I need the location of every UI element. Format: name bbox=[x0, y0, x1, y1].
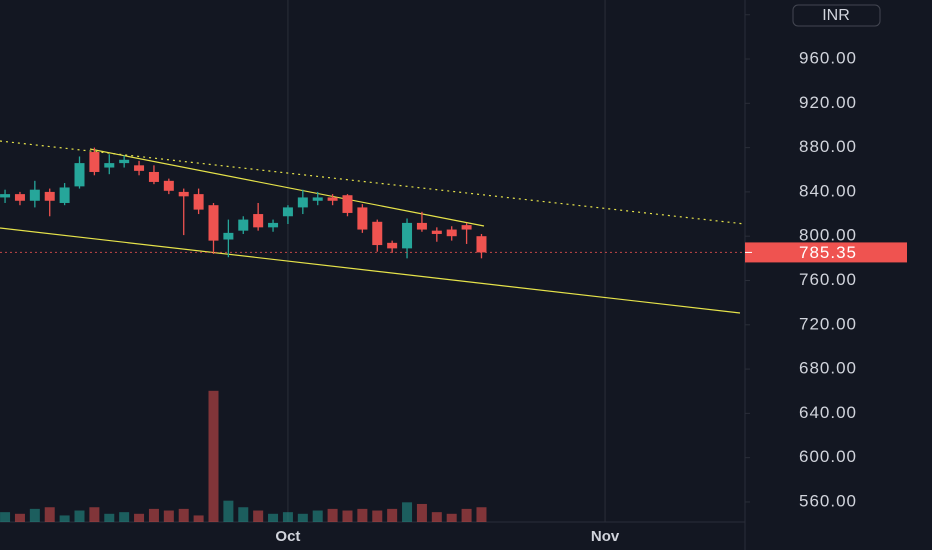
candle-body bbox=[208, 205, 219, 241]
y-tick-label: 560.00 bbox=[799, 491, 857, 510]
candle-body bbox=[327, 197, 338, 201]
candle-body bbox=[402, 222, 413, 249]
candle-body bbox=[104, 163, 115, 168]
y-tick-label: 840.00 bbox=[799, 181, 857, 200]
candle-body bbox=[253, 214, 264, 228]
candle-body bbox=[89, 152, 100, 172]
candle-body bbox=[0, 194, 11, 198]
y-tick-label: 640.00 bbox=[799, 403, 857, 422]
volume-bar bbox=[253, 510, 264, 522]
last-price-label: 785.35 bbox=[799, 243, 857, 262]
volume-bar bbox=[59, 515, 70, 522]
x-tick-label: Nov bbox=[591, 528, 620, 545]
volume-bar bbox=[44, 507, 55, 522]
candle-body bbox=[193, 194, 204, 210]
candle-body bbox=[461, 225, 472, 230]
candle-body bbox=[44, 191, 55, 201]
candle-body bbox=[163, 180, 174, 191]
volume-bar bbox=[223, 500, 234, 522]
candle-body bbox=[431, 230, 442, 234]
volume-pane bbox=[0, 390, 487, 522]
x-tick-label: Oct bbox=[275, 528, 300, 545]
volume-bar bbox=[327, 508, 338, 522]
volume-bar bbox=[446, 513, 457, 522]
volume-bar bbox=[387, 508, 398, 522]
candle-body bbox=[178, 191, 189, 197]
volume-bar bbox=[268, 513, 279, 522]
volume-bar bbox=[372, 510, 383, 522]
candle-body bbox=[357, 207, 368, 230]
volume-bar bbox=[357, 508, 368, 522]
volume-bar bbox=[104, 513, 115, 522]
y-tick-label: 880.00 bbox=[799, 137, 857, 156]
volume-bar bbox=[0, 512, 11, 522]
candle-body bbox=[238, 219, 249, 231]
candle-body bbox=[297, 197, 308, 208]
volume-bar bbox=[238, 507, 249, 522]
candle-body bbox=[223, 232, 234, 240]
candle-body bbox=[59, 187, 70, 203]
candle-body bbox=[29, 189, 40, 201]
volume-bar bbox=[89, 507, 100, 522]
candle-body bbox=[14, 194, 25, 201]
trend-line-dotted bbox=[0, 140, 746, 225]
candle-body bbox=[282, 207, 293, 217]
y-tick-label: 760.00 bbox=[799, 270, 857, 289]
volume-bar bbox=[119, 512, 130, 522]
volume-bar bbox=[282, 512, 293, 522]
volume-bar bbox=[416, 503, 427, 522]
last-price-box bbox=[745, 242, 907, 263]
candle-body bbox=[372, 221, 383, 246]
candle-body bbox=[476, 236, 487, 253]
volume-bar bbox=[402, 502, 413, 522]
candle-body bbox=[268, 222, 279, 228]
candle-body bbox=[134, 165, 145, 171]
currency-label: INR bbox=[822, 7, 850, 24]
volume-bar bbox=[193, 515, 204, 522]
volume-bar bbox=[14, 513, 25, 522]
volume-bar bbox=[312, 510, 323, 522]
candle-body bbox=[148, 171, 159, 182]
volume-bar bbox=[476, 507, 487, 522]
volume-bar bbox=[342, 510, 353, 522]
trend-line-upper bbox=[89, 148, 485, 227]
trend-line-lower bbox=[0, 227, 741, 314]
candle-body bbox=[446, 229, 457, 237]
axis: Oct Nov 560.00 600.00 640.00 680.00 720.00 760.… bbox=[275, 4, 907, 545]
candle-body bbox=[416, 222, 427, 230]
y-tick-label: 720.00 bbox=[799, 314, 857, 333]
volume-bar bbox=[74, 510, 85, 522]
currency-badge bbox=[792, 4, 881, 27]
candle-body bbox=[387, 242, 398, 249]
y-tick-label: 920.00 bbox=[799, 93, 857, 112]
candle-body bbox=[74, 163, 85, 187]
volume-bar bbox=[29, 508, 40, 522]
candle-body bbox=[119, 159, 130, 164]
y-tick-label: 960.00 bbox=[799, 49, 857, 68]
volume-bar bbox=[178, 508, 189, 522]
volume-bar bbox=[461, 508, 472, 522]
candle-body bbox=[312, 197, 323, 201]
y-tick-label: 680.00 bbox=[799, 359, 857, 378]
candle-body bbox=[342, 195, 353, 213]
y-tick-label: 800.00 bbox=[799, 226, 857, 245]
y-tick-label: 600.00 bbox=[799, 447, 857, 466]
volume-bar bbox=[297, 513, 308, 522]
candles bbox=[0, 147, 745, 259]
volume-bar bbox=[163, 510, 174, 522]
volume-bar bbox=[148, 508, 159, 522]
volume-bar bbox=[208, 390, 219, 522]
volume-bar bbox=[134, 513, 145, 522]
volume-bar bbox=[431, 512, 442, 522]
